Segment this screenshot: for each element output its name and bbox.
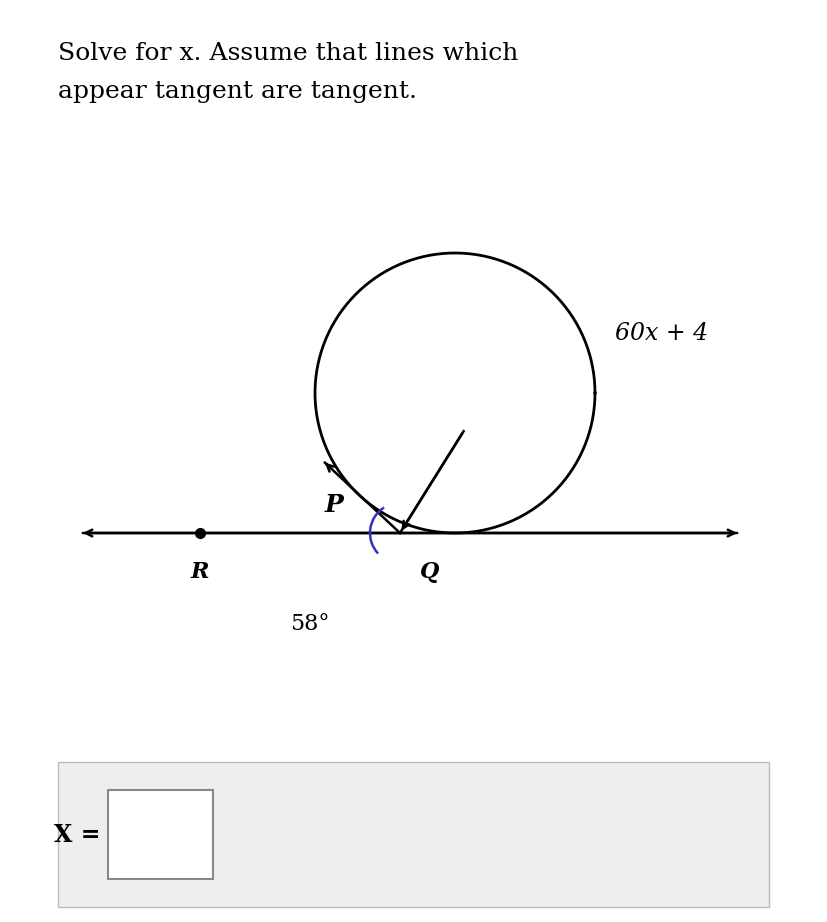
Text: appear tangent are tangent.: appear tangent are tangent. [58, 80, 417, 103]
Text: Q: Q [420, 561, 439, 583]
Text: 58°: 58° [290, 613, 330, 635]
Text: 60x + 4: 60x + 4 [615, 322, 708, 345]
Bar [58, 762, 769, 907]
Text: Solve for x. Assume that lines which: Solve for x. Assume that lines which [58, 42, 519, 65]
Text: R: R [191, 561, 209, 583]
Bar [108, 790, 213, 879]
Text: X =: X = [54, 822, 100, 846]
Text: P: P [324, 493, 343, 517]
